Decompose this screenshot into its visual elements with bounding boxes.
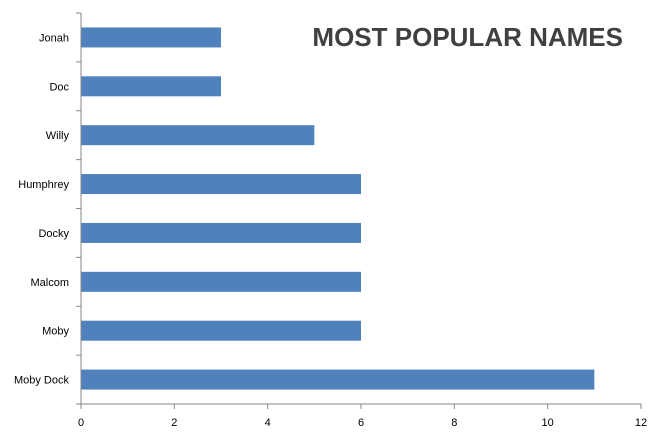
bar-docky [81,222,361,243]
category-label-docky: Docky [38,228,69,240]
x-tick-label-0: 0 [78,417,84,429]
category-label-doc: Doc [49,81,69,93]
axes-group [76,12,642,409]
bar-jonah [81,27,221,48]
x-tick-label-8: 8 [451,417,457,429]
category-label-humphrey: Humphrey [18,179,69,191]
tick-labels: 0 2 4 6 8 10 12 [78,417,647,429]
category-label-moby: Moby [42,326,69,338]
x-tick-label-2: 2 [171,417,177,429]
category-label-moby-dock: Moby Dock [14,375,70,387]
bars-group [81,27,595,390]
chart-title: MOST POPULAR NAMES [312,22,623,52]
x-tick-label-4: 4 [265,417,271,429]
category-label-jonah: Jonah [39,32,69,44]
x-tick-label-12: 12 [635,417,647,429]
bar-willy [81,125,315,146]
x-tick-label-6: 6 [358,417,364,429]
category-label-malcom: Malcom [30,277,69,289]
bar-moby [81,320,361,341]
bar-moby-dock [81,369,595,390]
category-labels: Jonah Doc Willy Humphrey Docky Malcom Moby Moby… [14,32,70,386]
bar-malcom [81,271,361,292]
category-label-willy: Willy [46,130,70,142]
x-tick-label-10: 10 [542,417,554,429]
bar-humphrey [81,174,361,195]
bar-doc [81,76,221,97]
